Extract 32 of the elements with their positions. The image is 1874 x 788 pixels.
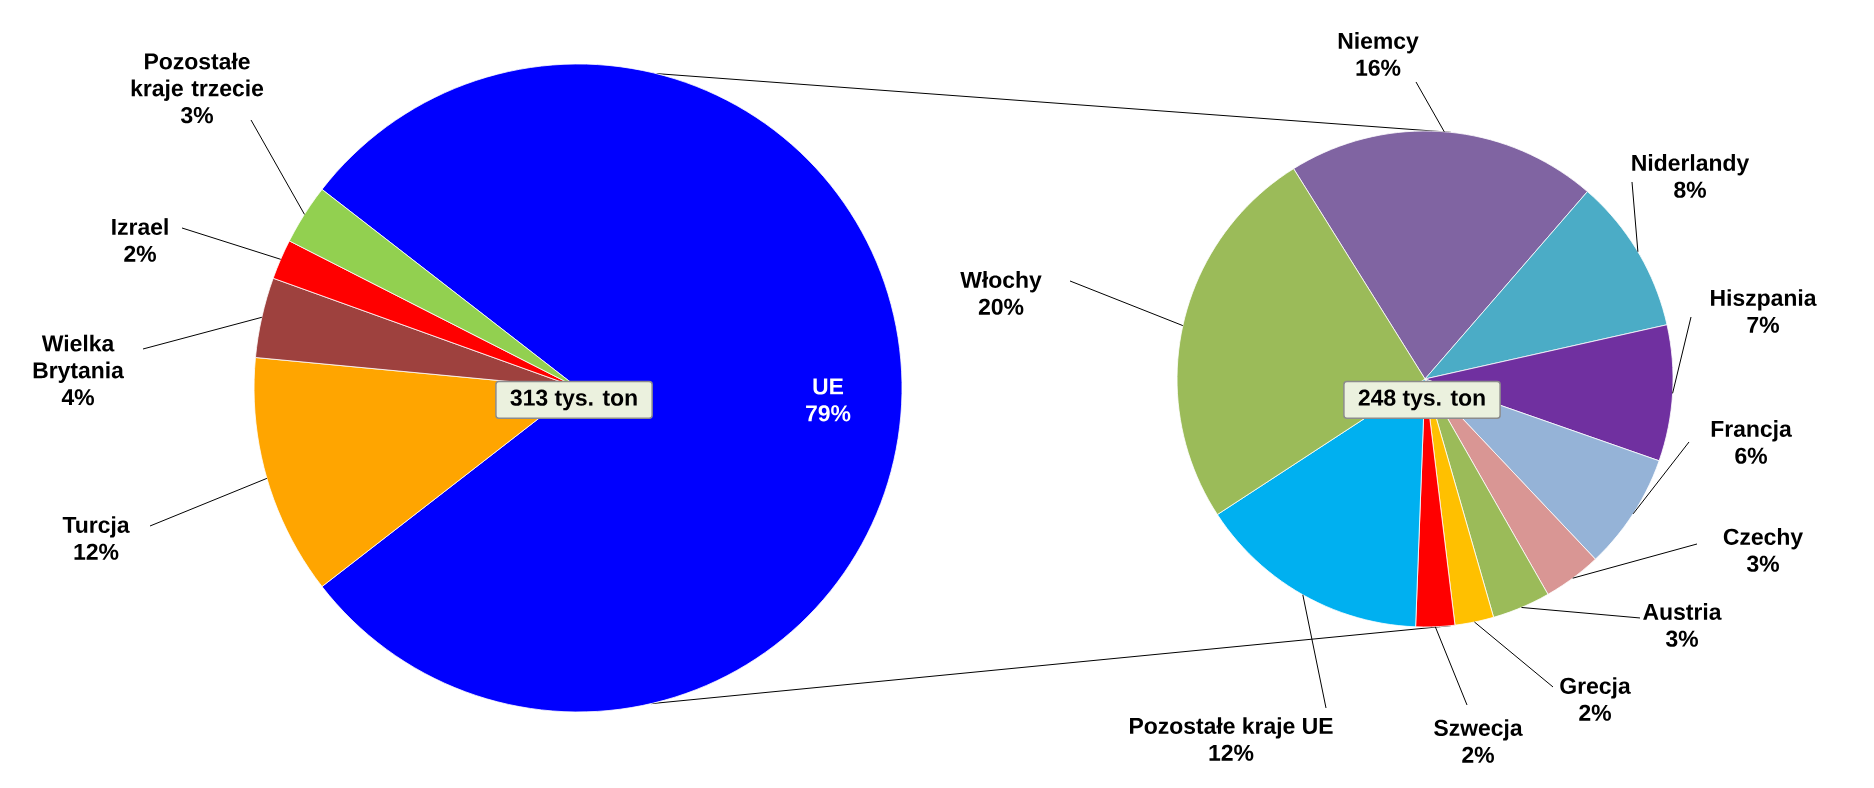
data-label: 2% [1579, 704, 1611, 721]
data-label: 2% [1462, 746, 1494, 763]
data-label: 8% [1674, 181, 1706, 198]
data-label: 3% [1746, 555, 1779, 572]
slice-label: Francja [1711, 420, 1792, 442]
data-label: 7% [1747, 316, 1779, 333]
data-label: 6% [1735, 447, 1767, 464]
slice-label: UE [813, 378, 844, 395]
slice-label: Czechy [1723, 528, 1803, 550]
data-label: 3% [1665, 630, 1698, 647]
data-label: 20% [978, 298, 1024, 315]
data-label: 16% [1356, 59, 1401, 76]
data-label: 79% [806, 405, 851, 422]
slice-label: Austria [1643, 603, 1722, 620]
text: 313 tys. ton [510, 389, 637, 411]
slice-label: Wielka Brytania [33, 334, 124, 383]
slice-label: Grecja [1560, 677, 1631, 699]
data-label: 3% [180, 107, 213, 124]
data-label: 4% [61, 389, 94, 406]
slice-label: Turcja [62, 516, 130, 538]
slice-label: Włochy [960, 271, 1042, 293]
data-label: 2% [124, 245, 156, 262]
slice-label: Niemcy [1338, 32, 1419, 54]
data-label: 12% [74, 543, 119, 560]
slice-label: Izrael [112, 218, 168, 235]
slice-label: Szwecja [1434, 719, 1523, 741]
text: 248 tys. ton [1358, 389, 1485, 411]
slice-label: Pozostałe kraje trzecie [131, 52, 264, 101]
slice-label: Pozostałe kraje UE [1130, 717, 1333, 739]
slice-label: Hiszpania [1711, 289, 1817, 311]
slice-label: Niderlandy [1632, 154, 1750, 176]
data-label: 12% [1209, 744, 1254, 761]
